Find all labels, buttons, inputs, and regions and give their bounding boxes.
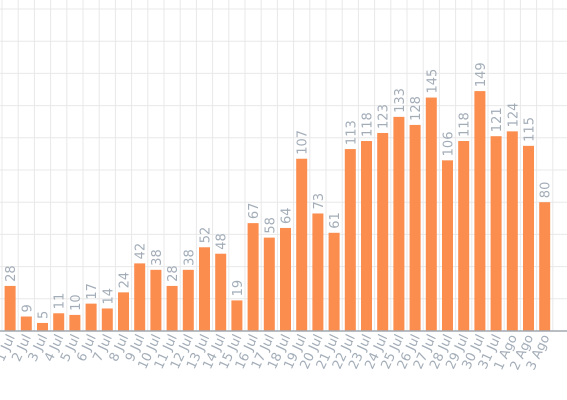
value-label: 73 <box>312 193 327 210</box>
value-label: 149 <box>474 62 489 87</box>
bar <box>490 136 502 331</box>
bar <box>539 202 551 331</box>
bar <box>312 213 324 331</box>
bar <box>474 91 486 331</box>
bar <box>393 116 405 332</box>
value-label: 9 <box>20 304 35 312</box>
value-label: 38 <box>182 249 197 266</box>
value-label: 67 <box>247 203 262 220</box>
value-label: 28 <box>166 265 181 282</box>
value-label: 115 <box>523 117 538 142</box>
value-label: 14 <box>101 288 116 305</box>
bar <box>150 269 162 331</box>
bar <box>361 141 372 331</box>
bar <box>231 300 243 331</box>
value-label: 17 <box>85 283 100 300</box>
bar <box>4 285 16 331</box>
value-label: 64 <box>280 207 295 224</box>
value-label: 133 <box>393 88 408 113</box>
bar <box>425 97 437 331</box>
value-label: 19 <box>231 280 246 297</box>
bar <box>37 322 48 331</box>
value-label: 61 <box>328 212 343 229</box>
value-label: 145 <box>425 69 440 94</box>
value-label: 121 <box>490 107 505 132</box>
value-label: 128 <box>409 96 424 121</box>
value-label: 58 <box>263 217 278 234</box>
value-label: 28 <box>4 265 19 282</box>
bar <box>442 160 453 331</box>
bar <box>344 149 356 331</box>
bar <box>101 308 113 331</box>
value-label: 11 <box>53 293 68 310</box>
bar <box>215 253 227 331</box>
bar <box>523 145 534 331</box>
bar <box>247 223 259 331</box>
bar <box>85 303 97 331</box>
value-label: 10 <box>69 294 84 311</box>
value-label: 42 <box>134 243 149 260</box>
value-label: 48 <box>215 233 230 250</box>
bar <box>328 232 340 331</box>
bar <box>506 131 518 331</box>
bar <box>199 247 210 331</box>
bar <box>166 285 178 331</box>
bar <box>409 124 421 331</box>
value-label: 52 <box>199 227 214 244</box>
bar <box>118 292 129 331</box>
value-label: 118 <box>361 112 376 137</box>
bar <box>134 263 146 331</box>
value-label: 118 <box>458 112 473 137</box>
value-label: 113 <box>344 120 359 145</box>
value-label: 106 <box>442 132 457 157</box>
bar <box>458 141 470 331</box>
value-label: 107 <box>296 130 311 155</box>
value-label: 5 <box>37 311 52 319</box>
value-label: 24 <box>118 272 133 289</box>
value-label: 38 <box>150 249 165 266</box>
bar <box>377 132 389 331</box>
value-label: 80 <box>539 182 554 199</box>
value-label: 123 <box>377 104 392 129</box>
bar <box>296 158 308 331</box>
bar <box>182 269 194 331</box>
bar <box>20 316 32 331</box>
bar <box>263 237 275 331</box>
bar <box>53 313 65 331</box>
bar <box>280 227 291 331</box>
bar <box>69 314 81 331</box>
value-label: 124 <box>506 103 521 128</box>
